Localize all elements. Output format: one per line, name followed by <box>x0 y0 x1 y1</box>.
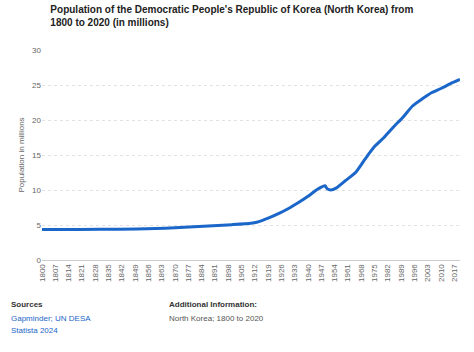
svg-text:30: 30 <box>32 46 41 55</box>
svg-text:1975: 1975 <box>370 264 379 282</box>
svg-text:1863: 1863 <box>157 264 166 282</box>
svg-text:25: 25 <box>32 81 41 90</box>
svg-text:0: 0 <box>37 256 42 265</box>
svg-text:1996: 1996 <box>410 264 419 282</box>
svg-text:2017: 2017 <box>450 264 459 282</box>
svg-text:1919: 1919 <box>264 264 273 282</box>
svg-text:Population in millions: Population in millions <box>17 117 26 192</box>
svg-text:1807: 1807 <box>51 264 60 282</box>
svg-text:1933: 1933 <box>290 264 299 282</box>
svg-text:1814: 1814 <box>64 264 73 282</box>
svg-text:1856: 1856 <box>144 264 153 282</box>
svg-text:1982: 1982 <box>383 264 392 282</box>
svg-text:1926: 1926 <box>277 264 286 282</box>
svg-text:2003: 2003 <box>423 264 432 282</box>
svg-text:1877: 1877 <box>184 264 193 282</box>
svg-text:Sources: Sources <box>11 300 43 309</box>
svg-text:2010: 2010 <box>437 264 446 282</box>
svg-text:1912: 1912 <box>250 264 259 282</box>
svg-text:1905: 1905 <box>237 264 246 282</box>
svg-text:1842: 1842 <box>117 264 126 282</box>
svg-text:1800: 1800 <box>38 264 47 282</box>
svg-text:10: 10 <box>32 186 41 195</box>
svg-text:1989: 1989 <box>397 264 406 282</box>
svg-text:1940: 1940 <box>304 264 313 282</box>
svg-text:1954: 1954 <box>330 264 339 282</box>
svg-text:1849: 1849 <box>131 264 140 282</box>
svg-text:1947: 1947 <box>317 264 326 282</box>
svg-text:1828: 1828 <box>91 264 100 282</box>
svg-text:1968: 1968 <box>357 264 366 282</box>
svg-text:15: 15 <box>32 151 41 160</box>
svg-text:Population of the Democratic P: Population of the Democratic People's Re… <box>50 4 413 28</box>
svg-text:1870: 1870 <box>171 264 180 282</box>
svg-text:1961: 1961 <box>344 264 353 282</box>
svg-text:Statista 2024: Statista 2024 <box>11 326 58 335</box>
svg-text:1835: 1835 <box>104 264 113 282</box>
svg-text:1821: 1821 <box>78 264 87 282</box>
svg-text:1898: 1898 <box>224 264 233 282</box>
svg-text:Additional Information:: Additional Information: <box>169 300 257 309</box>
svg-text:5: 5 <box>37 221 42 230</box>
svg-text:North Korea; 1800 to 2020: North Korea; 1800 to 2020 <box>169 314 264 323</box>
svg-text:1884: 1884 <box>197 264 206 282</box>
svg-text:Gapminder; UN DESA: Gapminder; UN DESA <box>11 314 91 323</box>
svg-text:20: 20 <box>32 116 41 125</box>
svg-text:1891: 1891 <box>211 264 220 282</box>
